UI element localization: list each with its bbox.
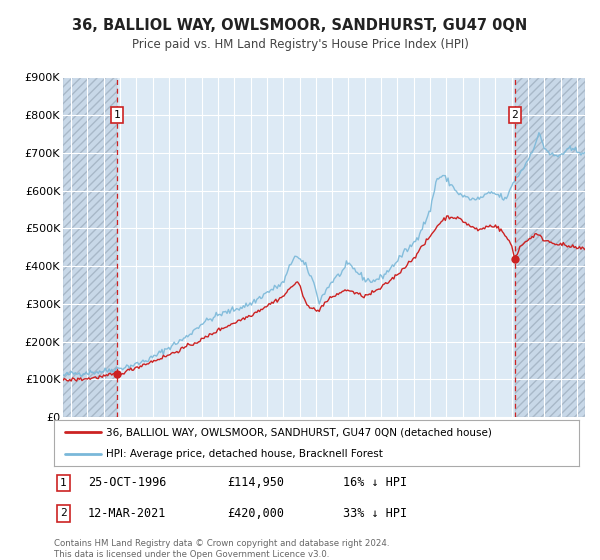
Text: 12-MAR-2021: 12-MAR-2021 [88,507,167,520]
Text: 2: 2 [511,110,518,120]
Text: 36, BALLIOL WAY, OWLSMOOR, SANDHURST, GU47 0QN: 36, BALLIOL WAY, OWLSMOOR, SANDHURST, GU… [73,18,527,34]
Text: 2: 2 [60,508,67,519]
Text: 1: 1 [60,478,67,488]
Text: 25-OCT-1996: 25-OCT-1996 [88,477,167,489]
Text: 1: 1 [114,110,121,120]
Text: 36, BALLIOL WAY, OWLSMOOR, SANDHURST, GU47 0QN (detached house): 36, BALLIOL WAY, OWLSMOOR, SANDHURST, GU… [107,427,493,437]
Text: £114,950: £114,950 [227,477,284,489]
Text: Contains HM Land Registry data © Crown copyright and database right 2024.: Contains HM Land Registry data © Crown c… [54,539,389,548]
Text: 16% ↓ HPI: 16% ↓ HPI [343,477,407,489]
Text: Price paid vs. HM Land Registry's House Price Index (HPI): Price paid vs. HM Land Registry's House … [131,38,469,50]
Text: 33% ↓ HPI: 33% ↓ HPI [343,507,407,520]
Text: £420,000: £420,000 [227,507,284,520]
Text: HPI: Average price, detached house, Bracknell Forest: HPI: Average price, detached house, Brac… [107,449,383,459]
Bar [515,77,585,417]
Text: This data is licensed under the Open Government Licence v3.0.: This data is licensed under the Open Gov… [54,550,329,559]
Bar [63,77,117,417]
